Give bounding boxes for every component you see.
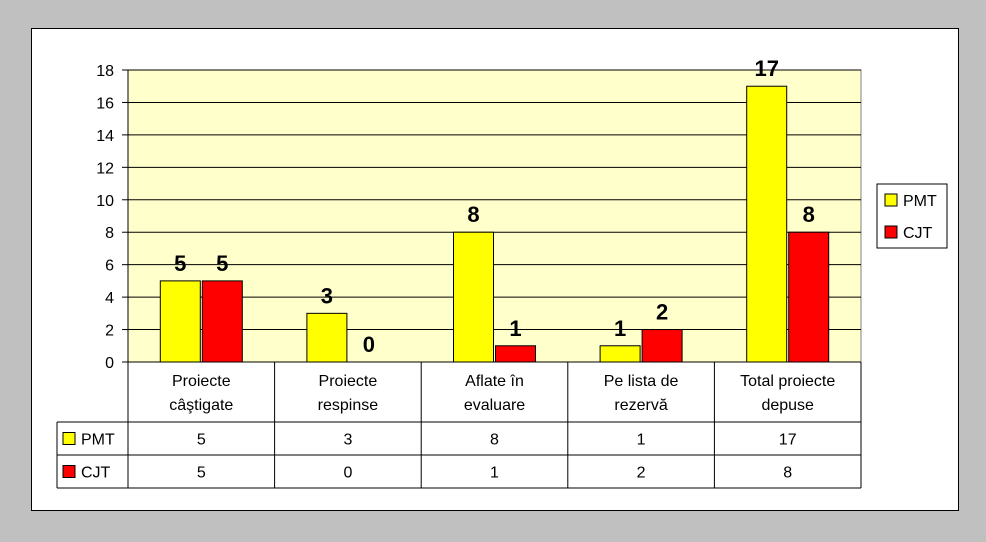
table-key-cjt	[62, 465, 76, 478]
category-label-3-0: Pe lista de	[604, 373, 679, 390]
bar-pmt-0	[159, 280, 201, 363]
plot-area	[127, 69, 862, 363]
data-label-cjt-1: 0	[363, 332, 375, 357]
table-cell-pmt-0: 5	[197, 432, 206, 449]
category-label-4-0: Total proiecte	[740, 373, 835, 390]
table-series-name-pmt: PMT	[81, 432, 115, 449]
category-label-1-1: respinse	[318, 397, 379, 414]
y-tick-label-16: 16	[96, 95, 114, 112]
table-cell-pmt-4: 17	[779, 432, 797, 449]
table-cell-cjt-3: 2	[637, 465, 646, 482]
bar-pmt-2	[453, 231, 494, 363]
bar-cjt-0	[201, 280, 243, 363]
y-tick-label-8: 8	[105, 225, 114, 242]
bar-pmt-1	[306, 312, 348, 363]
data-label-pmt-2: 8	[467, 202, 479, 227]
bar-pmt-4	[746, 85, 788, 363]
legend-swatch-cjt	[884, 225, 898, 239]
y-tick-label-0: 0	[105, 355, 114, 372]
table-cell-pmt-1: 3	[343, 432, 352, 449]
table-cell-cjt-2: 1	[490, 465, 499, 482]
data-label-cjt-2: 1	[509, 316, 521, 341]
category-label-4-1: depuse	[761, 397, 814, 414]
table-series-name-cjt: CJT	[81, 465, 111, 482]
y-tick-label-12: 12	[96, 160, 114, 177]
bar-cjt-4	[788, 231, 830, 363]
y-tick-label-18: 18	[96, 63, 114, 80]
category-label-2-0: Aflate în	[465, 373, 524, 390]
legend-label-cjt: CJT	[903, 225, 933, 242]
category-label-1-0: Proiecte	[319, 373, 378, 390]
table-cell-cjt-1: 0	[343, 465, 352, 482]
y-tick-label-4: 4	[105, 290, 114, 307]
table-cell-pmt-3: 1	[637, 432, 646, 449]
data-label-pmt-0: 5	[174, 251, 186, 276]
data-label-cjt-0: 5	[216, 251, 228, 276]
category-label-0-1: câştigate	[169, 397, 233, 414]
data-label-pmt-4: 17	[754, 56, 778, 81]
table-cell-cjt-4: 8	[783, 465, 792, 482]
bar-pmt-3	[599, 345, 641, 363]
data-label-cjt-3: 2	[656, 300, 668, 325]
y-tick-label-6: 6	[105, 258, 114, 275]
data-label-pmt-3: 1	[614, 316, 626, 341]
data-label-pmt-1: 3	[321, 283, 333, 308]
table-cell-pmt-2: 8	[490, 432, 499, 449]
chart-frame: 0 2 4 6 8 10 12 14 16 18 5 3 8 1 17 5 0 1 2 8 Proiecte câştig…	[31, 28, 959, 511]
legend-label-pmt: PMT	[903, 193, 937, 210]
data-label-cjt-4: 8	[803, 202, 815, 227]
category-label-0-0: Proiecte	[172, 373, 231, 390]
table-cell-cjt-0: 5	[197, 465, 206, 482]
category-label-3-1: rezervă	[614, 397, 667, 414]
category-label-2-1: evaluare	[464, 397, 525, 414]
bar-cjt-2	[495, 345, 536, 363]
y-tick-label-14: 14	[96, 128, 114, 145]
y-tick-label-2: 2	[105, 323, 114, 340]
y-tick-label-10: 10	[96, 193, 114, 210]
bar-cjt-3	[641, 329, 683, 363]
table-key-pmt	[62, 432, 76, 445]
legend-swatch-pmt	[884, 193, 898, 207]
